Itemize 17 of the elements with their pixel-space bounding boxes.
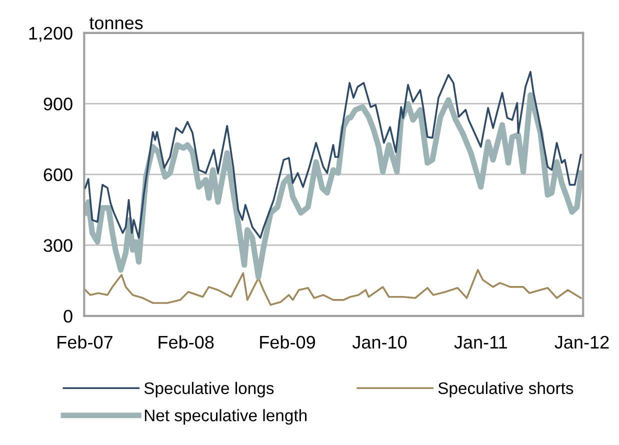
y-tick-label: 1,200: [29, 26, 72, 42]
y-tick-label: 0: [64, 310, 72, 323]
y-tick-label: 600: [44, 168, 72, 182]
line-series: [84, 269, 582, 306]
y-tick-label: 300: [44, 239, 72, 252]
x-tick-label: Jan-12: [554, 336, 609, 349]
x-tick-label: Feb-07: [58, 335, 112, 349]
line-series: [84, 70, 582, 239]
x-tick-label: Jan-10: [352, 336, 407, 349]
x-tick-label: Feb-09: [260, 335, 315, 349]
x-tick-label: Jan-11: [454, 336, 507, 349]
legend-label: Net speculative length: [144, 409, 307, 425]
y-tick-label: 900: [44, 98, 72, 110]
y-axis-title: tonnes: [89, 18, 143, 30]
x-tick-label: Feb-08: [158, 335, 214, 349]
legend-label: Speculative longs: [144, 382, 274, 398]
legend-label: Speculative shorts: [438, 382, 574, 398]
